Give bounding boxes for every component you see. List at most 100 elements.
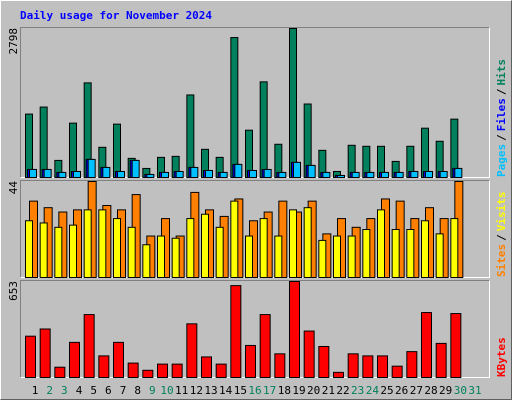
- x-tick-label: 18: [278, 384, 291, 397]
- bar: [230, 285, 242, 379]
- bar: [391, 229, 400, 278]
- bar: [171, 363, 183, 378]
- x-tick-label: 1: [32, 384, 39, 397]
- legend-separator: /: [495, 88, 508, 95]
- bar: [83, 209, 92, 278]
- x-tick-label: 4: [76, 384, 83, 397]
- bar: [102, 166, 111, 179]
- bar: [278, 171, 287, 178]
- bar: [201, 356, 212, 378]
- bar: [54, 366, 66, 379]
- bar: [381, 171, 389, 178]
- bar: [29, 168, 37, 178]
- x-tick-label: 21: [322, 384, 335, 397]
- bar: [454, 167, 463, 178]
- bar: [263, 168, 272, 178]
- bar: [421, 220, 429, 278]
- plot-edge-dark: [20, 280, 490, 378]
- bar: [406, 229, 415, 278]
- x-tick-label: 8: [134, 384, 141, 397]
- bar: [230, 200, 239, 279]
- bar: [322, 171, 331, 178]
- bar: [87, 158, 96, 178]
- x-tick-label: 13: [204, 384, 217, 397]
- bar: [450, 218, 459, 279]
- bar: [69, 122, 77, 178]
- bar: [113, 123, 121, 179]
- bar: [201, 213, 209, 279]
- bar: [377, 209, 385, 278]
- plot-edge-dark: [20, 180, 490, 278]
- legend-separator: /: [495, 134, 508, 141]
- bar: [127, 226, 136, 278]
- bar: [175, 170, 184, 178]
- bar: [215, 363, 227, 378]
- bar: [377, 355, 388, 379]
- bar: [274, 235, 283, 278]
- bar: [435, 233, 444, 278]
- bar: [245, 344, 256, 378]
- x-tick-label: 6: [105, 384, 112, 397]
- bar: [259, 81, 268, 178]
- x-tick-label: 30: [454, 384, 467, 397]
- bar: [131, 159, 140, 179]
- bar: [362, 355, 374, 379]
- x-tick-label: 25: [380, 384, 393, 397]
- bar: [43, 168, 52, 178]
- bar: [186, 94, 195, 178]
- bar: [249, 169, 257, 178]
- x-tick-label: 24: [366, 384, 380, 397]
- x-tick-label: 14: [219, 384, 233, 397]
- bar: [395, 171, 404, 178]
- bar: [289, 281, 300, 378]
- bar: [58, 171, 67, 178]
- legend-entry: Hits: [495, 59, 508, 86]
- bar: [69, 224, 77, 279]
- x-tick-label: 22: [336, 384, 349, 397]
- bar: [54, 226, 63, 278]
- x-tick-label: 3: [61, 384, 68, 397]
- bar: [406, 351, 418, 379]
- x-tick-label: 31: [468, 384, 481, 397]
- x-tick-label: 19: [292, 384, 305, 397]
- x-tick-label: 26: [395, 384, 408, 397]
- y-tick-label: 2798: [7, 28, 20, 55]
- legend-entry: Files: [495, 98, 508, 131]
- bar: [161, 171, 169, 178]
- bar: [421, 312, 432, 378]
- x-tick-label: 29: [439, 384, 452, 397]
- bar: [171, 237, 180, 279]
- legend-entry: Visits: [495, 192, 508, 232]
- bar: [39, 106, 48, 178]
- bar: [333, 235, 341, 278]
- bar: [219, 171, 228, 178]
- bar: [142, 369, 154, 379]
- bar: [127, 362, 139, 379]
- bar: [25, 220, 33, 278]
- bar: [307, 164, 316, 179]
- bar: [146, 173, 155, 178]
- legend-entry: KBytes: [495, 337, 508, 377]
- bar: [186, 323, 198, 378]
- legend-separator: /: [495, 234, 508, 241]
- bar: [347, 235, 356, 278]
- chart-title: Daily usage for November 2024: [20, 9, 212, 22]
- y-tick-label: 653: [7, 281, 20, 301]
- x-tick-label: 27: [410, 384, 423, 397]
- bar: [347, 353, 359, 378]
- bar: [410, 170, 419, 178]
- bar: [274, 353, 286, 378]
- bar: [425, 170, 433, 178]
- plot-edge-dark: [20, 27, 490, 178]
- bar: [318, 345, 330, 379]
- x-tick-label: 15: [234, 384, 247, 397]
- bar: [69, 341, 80, 379]
- bar: [230, 37, 239, 178]
- bar: [157, 235, 165, 278]
- bar: [157, 363, 168, 378]
- x-tick-label: 16: [248, 384, 261, 397]
- bar: [98, 209, 107, 278]
- bar: [83, 314, 95, 378]
